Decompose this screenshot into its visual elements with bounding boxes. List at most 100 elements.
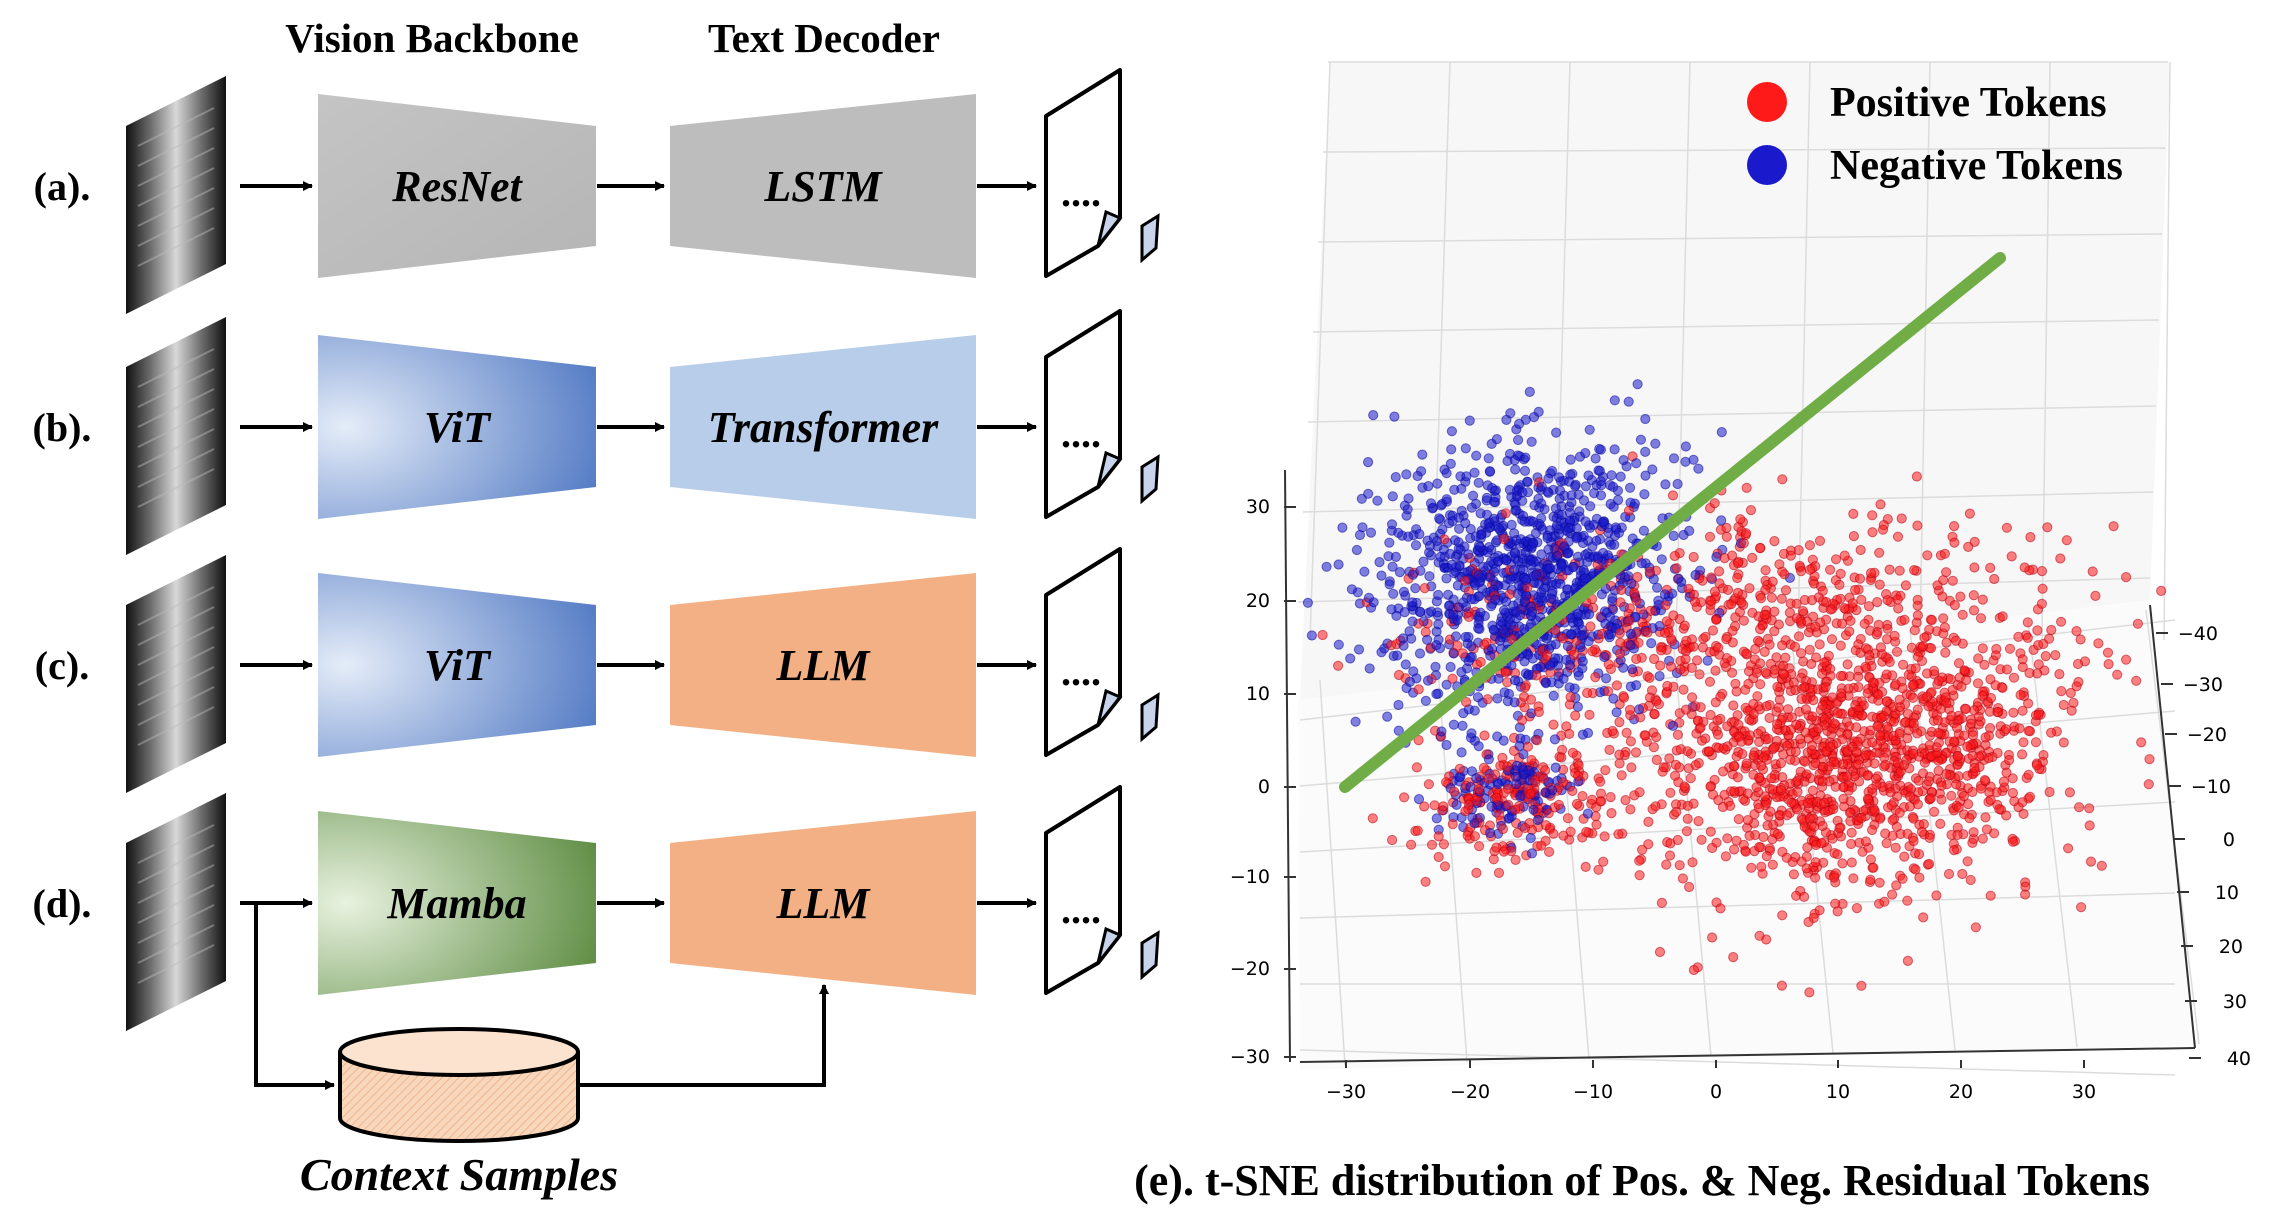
scatter-point	[1649, 653, 1660, 665]
encoder-label: ResNet	[391, 162, 523, 211]
scatter-point	[1800, 704, 1812, 715]
scatter-point	[1925, 793, 1937, 804]
scatter-point	[2001, 810, 2012, 821]
scatter-point	[2096, 860, 2107, 871]
scatter-point	[1471, 867, 1482, 879]
scatter-point	[2044, 786, 2055, 798]
scatter-point	[1697, 642, 1709, 653]
scatter-point	[1907, 692, 1919, 704]
scatter-point	[1715, 691, 1726, 702]
scatter-point	[1732, 558, 1744, 569]
scatter-point	[1479, 639, 1490, 650]
scatter-point	[1630, 747, 1642, 758]
scatter-point	[1390, 551, 1402, 563]
scatter-point	[1832, 707, 1843, 719]
scatter-point	[1456, 747, 1467, 758]
scatter-point	[1433, 589, 1444, 601]
scatter-point	[1618, 692, 1630, 703]
scatter-point	[1526, 848, 1538, 859]
scatter-point	[1738, 615, 1750, 626]
scatter-point	[1570, 481, 1581, 492]
scatter-point	[1594, 465, 1606, 477]
encoder-label: ViT	[424, 641, 492, 690]
scatter-point	[1799, 756, 1811, 767]
scatter-point	[1867, 824, 1878, 836]
scatter-point	[1728, 700, 1739, 711]
scatter-point	[1868, 862, 1879, 873]
scatter-point	[1721, 531, 1732, 542]
y-tick-label: 40	[2227, 1048, 2251, 1070]
scatter-point	[2087, 566, 2098, 577]
scatter-point	[1802, 798, 1813, 809]
scatter-point	[1527, 606, 1538, 618]
scatter-point	[1680, 456, 1691, 467]
scatter-point	[1449, 786, 1460, 797]
scatter-point	[1306, 630, 1318, 641]
scatter-point	[1767, 576, 1778, 587]
x-tick-label: −10	[1573, 1081, 1613, 1103]
scatter-point	[1422, 675, 1434, 686]
scatter-point	[1682, 746, 1693, 757]
scatter-point	[1604, 611, 1616, 622]
scatter-point	[1445, 548, 1456, 560]
scatter-point	[1715, 713, 1726, 725]
scatter-point	[1973, 719, 1985, 730]
scatter-point	[1690, 701, 1701, 712]
scatter-point	[1886, 800, 1897, 811]
scatter-point	[1441, 573, 1452, 584]
scatter-point	[1599, 831, 1610, 842]
scatter-point	[1981, 824, 1993, 835]
scatter-point	[1992, 707, 2003, 718]
scatter-point	[1835, 568, 1846, 579]
scatter-point	[1887, 889, 1898, 900]
scatter-point	[1580, 481, 1592, 492]
scatter-point	[1917, 768, 1929, 779]
scatter-point	[1564, 728, 1575, 740]
scatter-point	[1650, 801, 1661, 812]
scatter-point	[1604, 744, 1615, 756]
scatter-point	[1393, 669, 1405, 681]
scatter-point	[1571, 533, 1582, 544]
scatter-point	[1867, 527, 1878, 538]
scatter-point	[2017, 654, 2028, 665]
scatter-point	[1744, 730, 1756, 741]
scatter-point	[1463, 549, 1474, 560]
scatter-point	[1614, 628, 1625, 639]
scatter-point	[1490, 594, 1501, 605]
decoder-label: LLM	[776, 641, 872, 690]
scatter-point	[1969, 705, 1980, 716]
scatter-point	[2063, 843, 2074, 854]
scatter-point	[1907, 680, 1918, 691]
scatter-point	[1572, 608, 1584, 620]
scatter-point	[1688, 964, 1700, 976]
scatter-point	[1892, 594, 1903, 605]
scatter-point	[1825, 741, 1836, 752]
scatter-point	[1912, 728, 1923, 739]
scatter-point	[1593, 864, 1604, 875]
scatter-point	[1460, 443, 1471, 454]
scatter-point	[1621, 727, 1632, 738]
scatter-point	[1741, 648, 1752, 659]
scatter-point	[1609, 539, 1620, 550]
scatter-point	[1760, 584, 1771, 596]
decoder-label: LSTM	[763, 162, 883, 211]
pipeline-rows: (a). ResNet LSTM .... (b). ViT Transformer....…	[33, 68, 1160, 1031]
scatter-point	[1624, 603, 1636, 614]
scatter-point	[1742, 815, 1754, 826]
scatter-point	[1631, 680, 1642, 691]
scatter-point	[1511, 505, 1522, 516]
scatter-point	[1607, 725, 1618, 737]
scatter-point	[1709, 498, 1720, 509]
scatter-point	[1837, 734, 1848, 745]
scatter-point	[1678, 684, 1689, 695]
scatter-point	[1573, 760, 1584, 771]
scatter-point	[1936, 780, 1947, 791]
scatter-point	[1972, 678, 1984, 689]
scatter-point	[1882, 721, 1893, 732]
scatter-point	[1771, 652, 1782, 663]
scatter-point	[1872, 721, 1883, 732]
scatter-point	[1558, 777, 1569, 788]
scatter-point	[1863, 601, 1875, 612]
scatter-point	[1543, 808, 1554, 819]
scatter-point	[1460, 575, 1471, 586]
